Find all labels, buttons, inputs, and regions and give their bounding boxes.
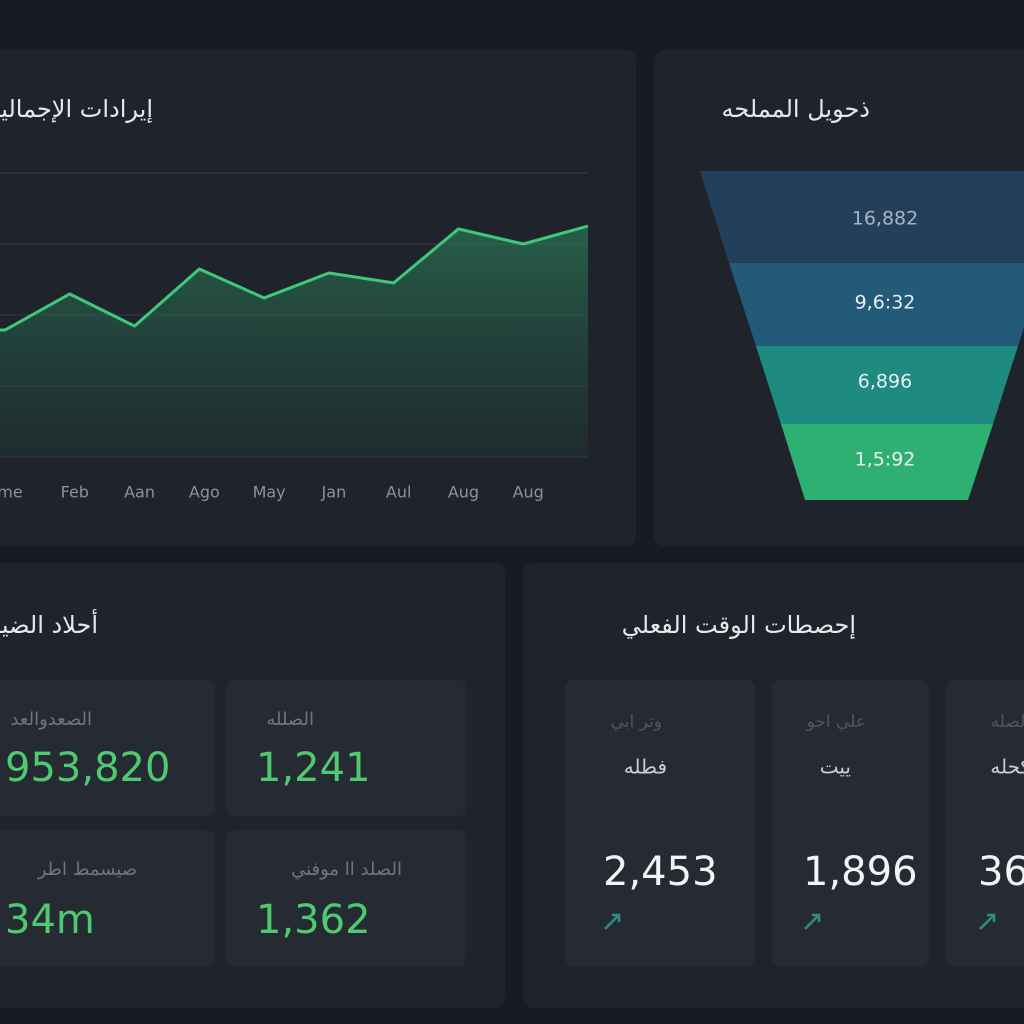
x-tick-label: Ago [189,483,220,502]
realtime-card [565,680,755,966]
line [0,224,589,332]
funnel-stage [729,263,1024,346]
realtime-value: 36 [978,849,1024,895]
realtime-label: الصله [991,712,1024,732]
metric-label: صيسمط اطر [37,859,137,880]
funnel-stage [700,171,1024,263]
panel-title: إحصطات الوقت الفعلي [622,611,856,640]
x-tick-label: Aul [386,483,412,502]
funnel-stage [781,424,993,500]
funnel-value: 6,896 [858,371,912,393]
metric-value: 34m [5,897,95,943]
metric-value: 1,241 [256,745,371,791]
trend-icon [804,913,821,930]
realtime-label: علي احو [806,712,866,732]
metric-label: الصلله [266,709,314,730]
realtime-card [772,680,929,966]
funnel-stage [756,346,1018,424]
x-tick-label: Feb [61,483,89,502]
realtime-card [946,680,1024,966]
x-tick-label: May [253,483,286,502]
panel-title: إيرادات الإجمالية [0,95,153,124]
realtime-sublabel: فطله [624,755,667,779]
x-tick-label: Aug [448,483,479,502]
x-tick-label: me [0,483,23,502]
panel-title: ذحويل المملحه [722,95,870,123]
metric-card [226,830,466,966]
trend-icon [604,913,996,930]
panel-title: أحلاد الضيوف [0,609,98,639]
metric-card [226,680,466,816]
metric-card [0,680,215,816]
x-tick-label: Jan [321,483,347,502]
x-tick-label: Aan [124,483,155,502]
funnel-value: 9,6:32 [855,292,916,314]
funnel-value: 16,882 [852,208,918,230]
trend-icon [604,913,621,930]
realtime-sublabel: كحله [990,755,1024,779]
metric-value: 1,362 [256,897,371,943]
realtime-sublabel: ييت [820,755,851,779]
metric-label: الصعدوالعد [10,709,92,730]
funnel-value: 1,5:92 [855,449,916,471]
area [0,226,588,457]
metric-card [0,830,215,966]
metric-label: الصلد اا موفني [291,859,402,880]
realtime-value: 2,453 [603,849,718,895]
realtime-label: وتر ابي [611,712,662,732]
realtime-value: 1,896 [803,849,918,895]
trend-icon [979,913,996,930]
metric-value: 953,820 [5,745,170,791]
x-tick-label: Aug [513,483,544,502]
